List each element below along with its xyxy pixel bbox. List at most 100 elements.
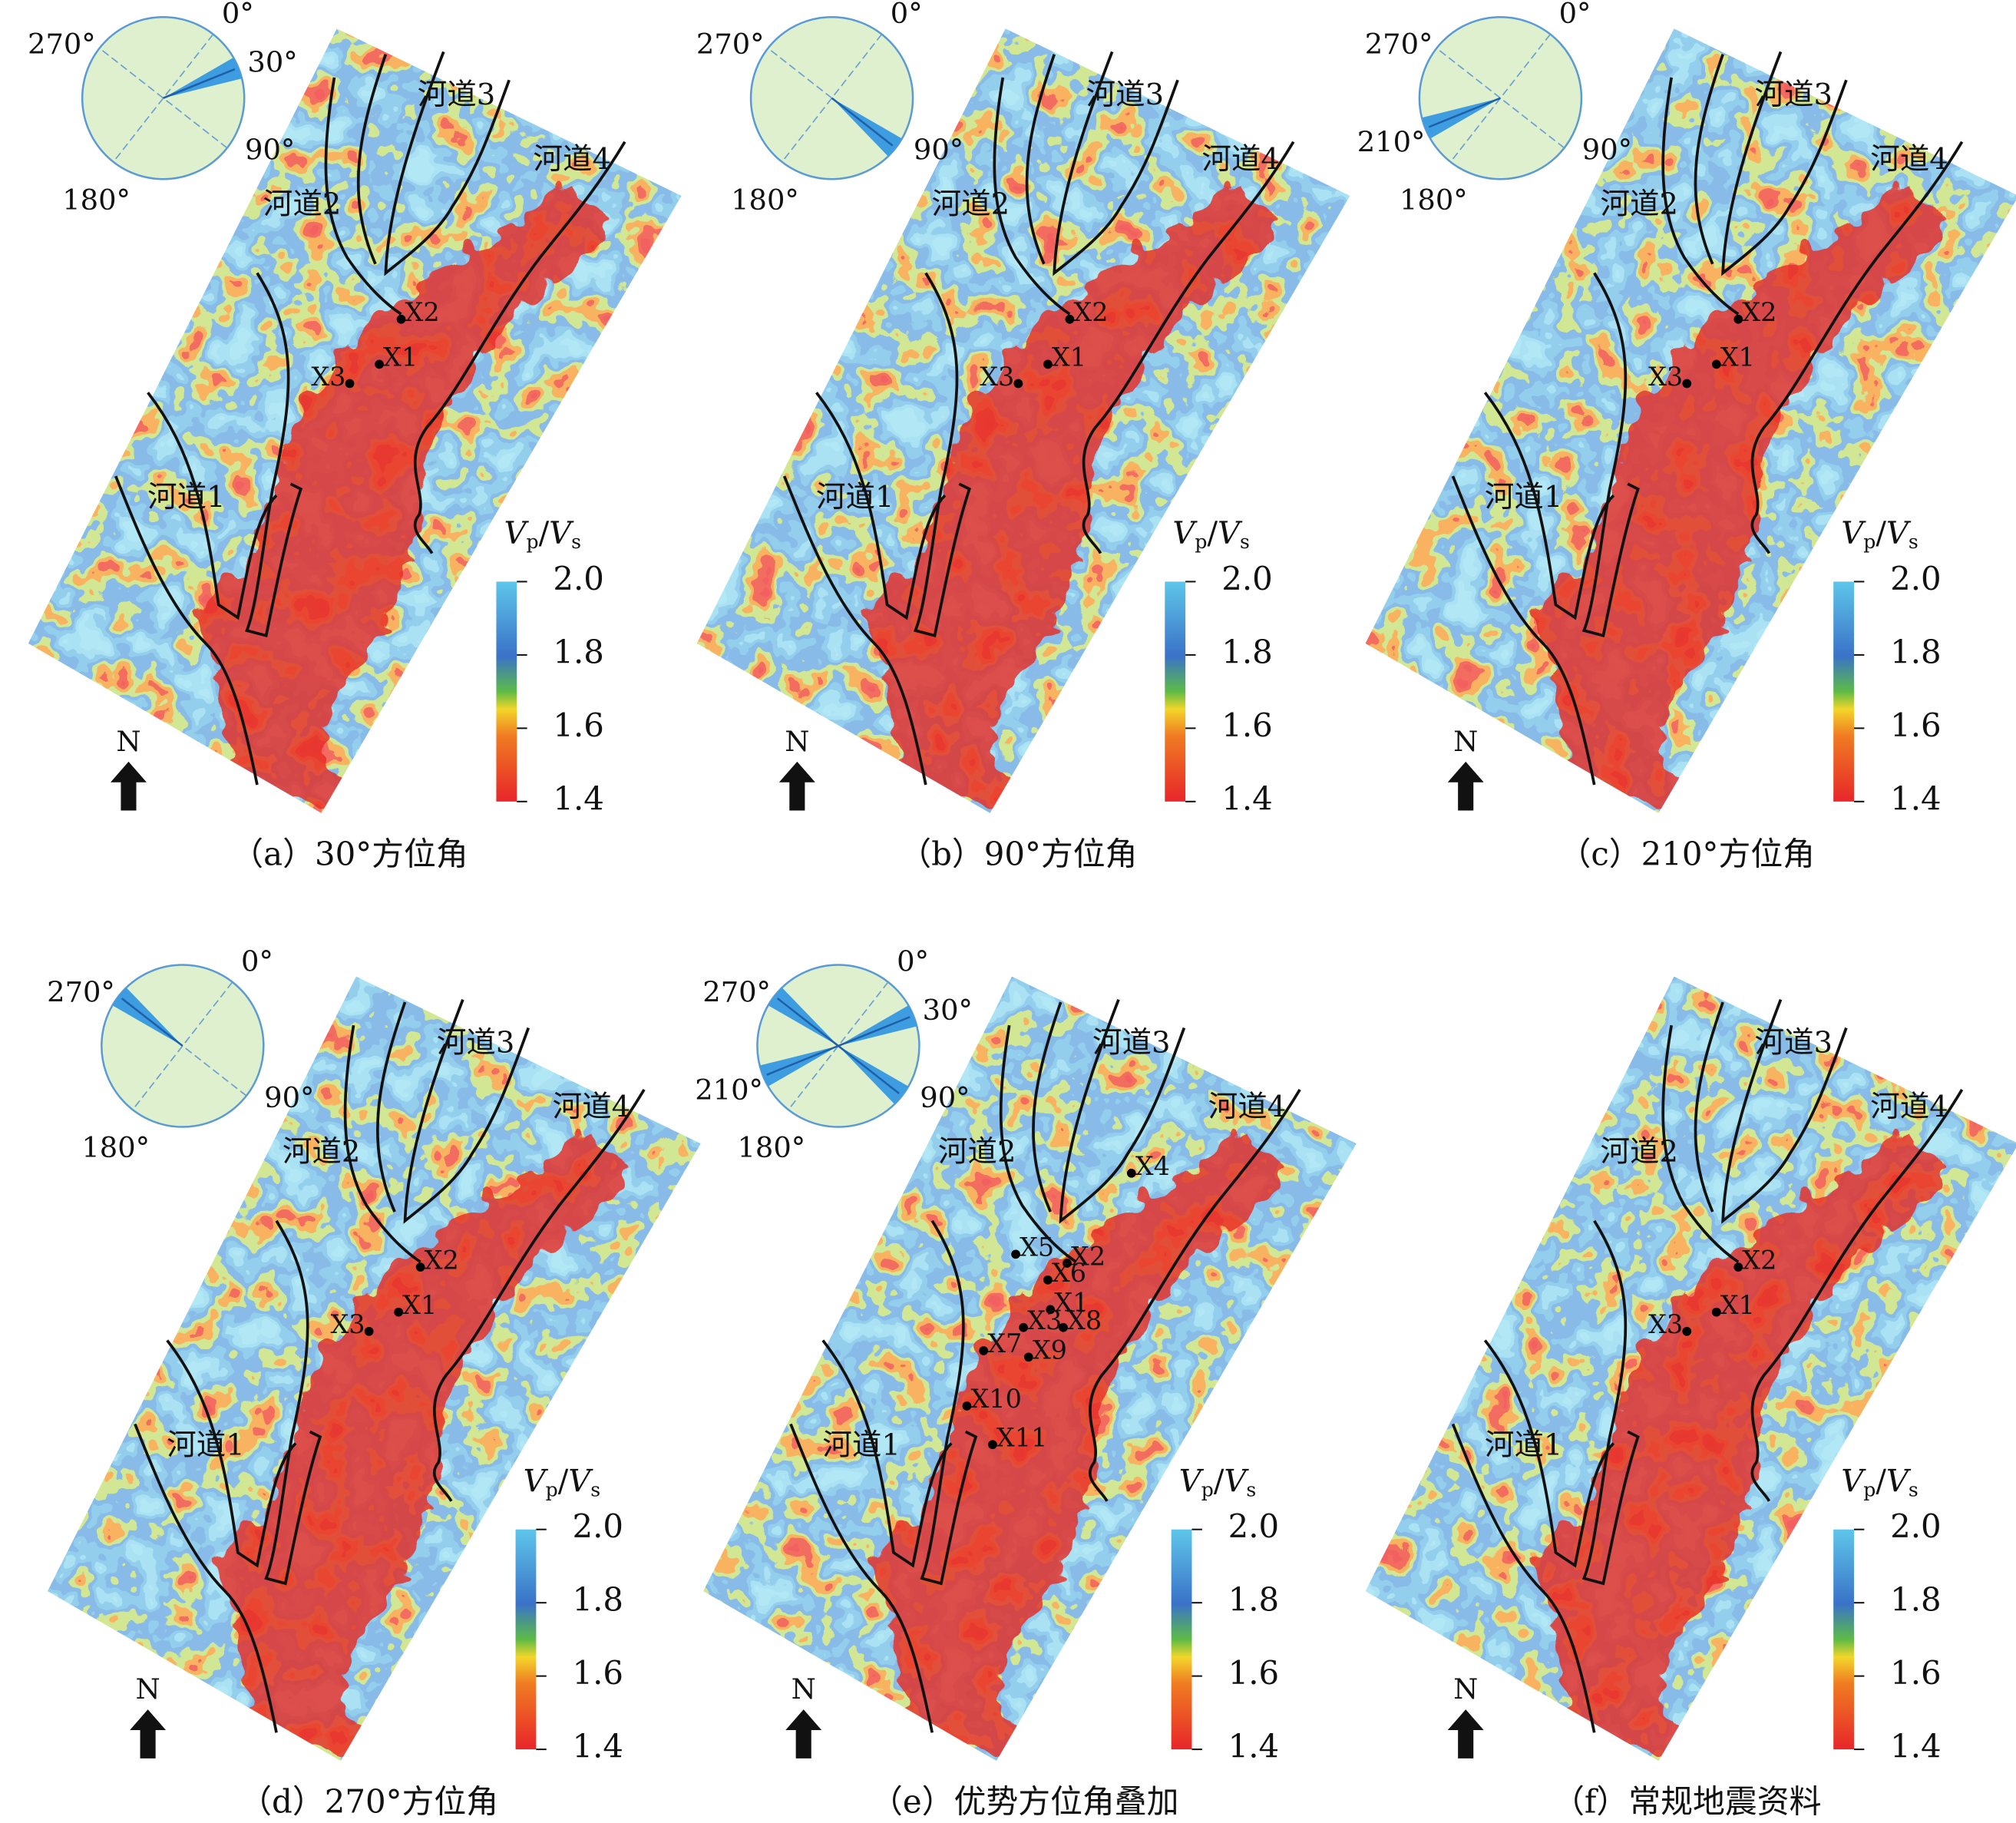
- channel-outline: [356, 54, 388, 265]
- channel-outline: [1483, 1339, 1615, 1568]
- panel: 河道1 河道2 河道3 河道4 X2 X1 X3 0° 90° 180° 270° N 2.0 1.8 1.…: [47, 945, 701, 1821]
- channel-outline: [1059, 999, 1186, 1224]
- well-label: X2: [405, 297, 440, 327]
- channel-outline: [789, 1423, 934, 1733]
- panel: 河道1 河道2 河道3 河道4 X2 X1 X3 0° 90° 180° 270° N 2.0 1.8 1.…: [696, 0, 1350, 872]
- channel-outline: [1721, 999, 1848, 1224]
- channel-outline: [993, 77, 1071, 316]
- channel-label: 河道1: [1485, 480, 1562, 514]
- channel-outline: [821, 1339, 953, 1568]
- compass-label: 0°: [891, 0, 923, 30]
- well-label: X2: [1073, 297, 1108, 327]
- north-arrow: [1447, 1709, 1484, 1758]
- azimuth-label: 30°: [923, 994, 973, 1027]
- colorbar-tick-label: 2.0: [553, 560, 604, 597]
- well-label: X4: [1135, 1151, 1170, 1181]
- colorbar: [515, 1529, 537, 1750]
- channel-outline: [1053, 51, 1179, 276]
- well-marker: [375, 359, 384, 369]
- colorbar-tick-label: 1.8: [1890, 1581, 1942, 1619]
- compass-label: 0°: [222, 0, 254, 30]
- channel-outline: [324, 77, 402, 316]
- well-label: X6: [1052, 1258, 1086, 1288]
- channel-outline: [134, 1423, 278, 1733]
- channel-outline: [1750, 141, 1964, 554]
- colorbar-title-part: V: [1841, 1464, 1866, 1499]
- rose-axis: [132, 981, 233, 1110]
- channel-outline: [376, 1001, 407, 1213]
- rose-axis: [788, 981, 889, 1110]
- colorbar-tick-label: 2.0: [572, 1507, 623, 1545]
- channel-outline: [166, 1339, 297, 1568]
- channel-label: 河道1: [1485, 1428, 1562, 1463]
- channel-outline: [920, 1219, 978, 1586]
- colorbar-tick-label: 2.0: [1890, 1507, 1942, 1545]
- colorbar-tick-label: 1.8: [553, 633, 604, 670]
- azimuth-wedge: [163, 57, 243, 98]
- channel-outline: [1032, 1001, 1063, 1213]
- colorbar-tick-label: 1.6: [1890, 1654, 1942, 1692]
- channel-outline: [1661, 77, 1740, 316]
- compass-label: 0°: [897, 945, 929, 978]
- azimuth-arrow: [121, 998, 183, 1047]
- red-zone: [193, 180, 607, 805]
- colorbar-title-part: /: [1207, 516, 1218, 551]
- compass-label: 180°: [737, 1131, 805, 1164]
- compass-label: 180°: [62, 184, 131, 217]
- colorbar-title-part: s: [590, 1478, 600, 1500]
- colorbar-tick-label: 1.4: [553, 779, 604, 817]
- azimuth-wedge: [838, 1005, 917, 1047]
- compass-label: 90°: [914, 134, 963, 167]
- well-label: X3: [1648, 362, 1683, 392]
- colorbar-title-part: s: [1909, 531, 1919, 553]
- colorbar: [496, 581, 517, 802]
- red-zone: [1529, 180, 1945, 805]
- colorbar-tick-label: 1.6: [1221, 706, 1273, 744]
- azimuth-label: 210°: [1357, 126, 1426, 159]
- compass-label: 0°: [241, 945, 273, 978]
- well-label: X1: [1054, 1288, 1089, 1318]
- channel-outline: [1694, 1001, 1724, 1213]
- channel-label: 河道4: [1201, 142, 1279, 177]
- well-marker: [988, 1440, 997, 1450]
- red-zone: [1529, 1128, 1945, 1752]
- compass-label: 180°: [81, 1131, 150, 1164]
- colorbar-tick-label: 1.4: [1890, 1728, 1942, 1765]
- colorbar-tick-label: 1.8: [1228, 1581, 1280, 1619]
- compass-label: 0°: [1559, 0, 1591, 30]
- channel-label: 河道4: [553, 1090, 631, 1124]
- azimuth-label: 30°: [247, 46, 297, 79]
- compass-label: 270°: [28, 28, 96, 61]
- channel-outline: [245, 272, 303, 638]
- colorbar-title-part: p: [1863, 1478, 1876, 1500]
- north-label: N: [785, 725, 809, 758]
- channel-outline: [147, 392, 278, 620]
- channel-outline: [1661, 1024, 1740, 1263]
- panel: 河道1 河道2 河道3 河道4 X2 X1 X3 0° 90° 180° 270° 210° N 2.0 1…: [1357, 0, 2016, 872]
- azimuth-wedge: [759, 1046, 838, 1087]
- well-label: X8: [1067, 1305, 1102, 1335]
- well-label: X1: [383, 342, 418, 372]
- well-label: X3: [311, 362, 345, 392]
- well-marker: [1043, 359, 1053, 369]
- rose-axis: [113, 34, 214, 163]
- colorbar-tick-label: 1.6: [553, 706, 604, 744]
- colorbar-tick-label: 1.4: [1221, 779, 1273, 817]
- well-label: X1: [1720, 342, 1755, 372]
- north-label: N: [1453, 1672, 1478, 1706]
- caption: （d）270°方位角: [240, 1783, 498, 1821]
- channel-label: 河道2: [1601, 187, 1679, 221]
- azimuth-rose: [101, 964, 265, 1128]
- azimuth-arrow: [838, 1016, 911, 1047]
- colorbar-title-part: p: [1863, 531, 1876, 553]
- azimuth-label: 210°: [695, 1074, 763, 1107]
- channel-outline: [264, 1219, 322, 1586]
- channel-label: 河道1: [822, 1428, 901, 1463]
- channel-outline: [1694, 54, 1724, 265]
- colorbar-tick-label: 1.6: [1228, 1654, 1280, 1692]
- well-marker: [1043, 1275, 1053, 1285]
- colorbar-tick-label: 1.6: [572, 1654, 623, 1692]
- compass-label: 180°: [731, 184, 799, 217]
- north-label: N: [1453, 725, 1478, 758]
